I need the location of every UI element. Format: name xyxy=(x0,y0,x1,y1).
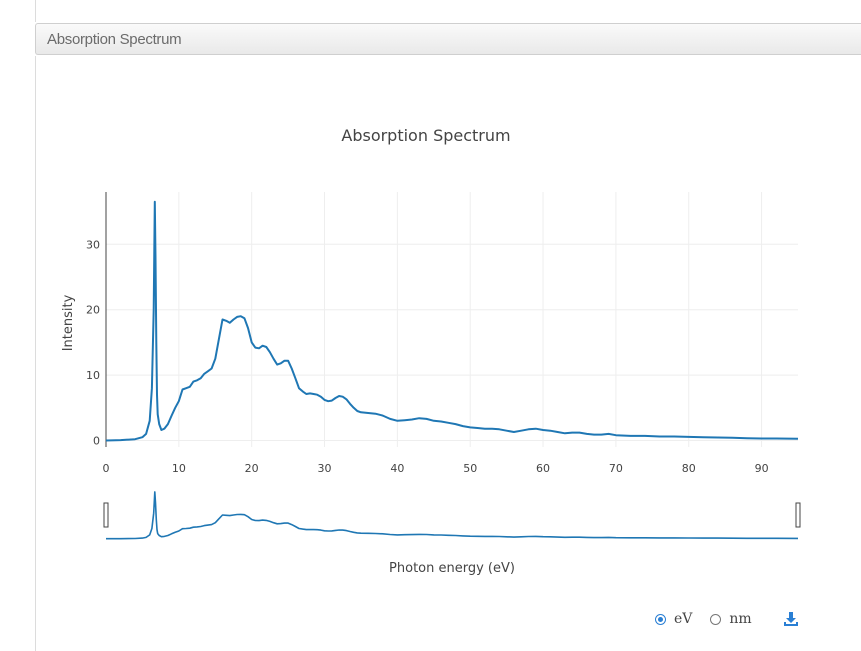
x-tick-label: 0 xyxy=(103,462,110,475)
grid xyxy=(106,192,798,447)
x-tick-label: 30 xyxy=(318,462,332,475)
y-axis-label: Intensity xyxy=(61,294,76,351)
unit-option-ev[interactable]: eV xyxy=(655,611,692,627)
radio-ev[interactable] xyxy=(655,613,666,625)
range-slider-handle-right[interactable] xyxy=(795,502,801,528)
axes: 0 10 20 30 40 50 60 70 80 90 0 10 20 30 xyxy=(86,192,769,475)
panel-title: Absorption Spectrum xyxy=(47,31,182,48)
top-bar xyxy=(35,0,861,22)
download-icon[interactable] xyxy=(783,611,799,627)
x-tick-label: 90 xyxy=(755,462,769,475)
y-tick-label: 30 xyxy=(86,238,100,251)
y-tick-label: 20 xyxy=(86,304,100,317)
radio-nm[interactable] xyxy=(710,613,722,625)
chart-title: Absorption Spectrum xyxy=(341,126,510,145)
range-slider[interactable] xyxy=(103,490,801,540)
y-tick-label: 0 xyxy=(93,434,100,447)
panel-body xyxy=(35,56,861,651)
x-tick-label: 80 xyxy=(682,462,696,475)
y-tick-label: 10 xyxy=(86,369,100,382)
x-tick-label: 50 xyxy=(463,462,477,475)
panel-header[interactable]: Absorption Spectrum xyxy=(35,23,861,55)
unit-option-nm[interactable]: nm xyxy=(710,611,752,627)
x-axis-label: Photon energy (eV) xyxy=(389,561,515,576)
x-tick-label: 40 xyxy=(390,462,404,475)
main-plot-area[interactable] xyxy=(105,200,799,442)
unit-option-ev-label: eV xyxy=(674,611,693,627)
x-tick-label: 60 xyxy=(536,462,550,475)
range-slider-line xyxy=(106,491,799,540)
unit-selector: eV nm xyxy=(655,609,770,629)
series-line xyxy=(105,200,799,442)
range-slider-handle-left[interactable] xyxy=(103,502,109,528)
unit-option-nm-label: nm xyxy=(729,611,752,627)
x-tick-label: 70 xyxy=(609,462,623,475)
x-tick-label: 10 xyxy=(172,462,186,475)
x-tick-label: 20 xyxy=(245,462,259,475)
range-slider-bg xyxy=(106,490,798,540)
